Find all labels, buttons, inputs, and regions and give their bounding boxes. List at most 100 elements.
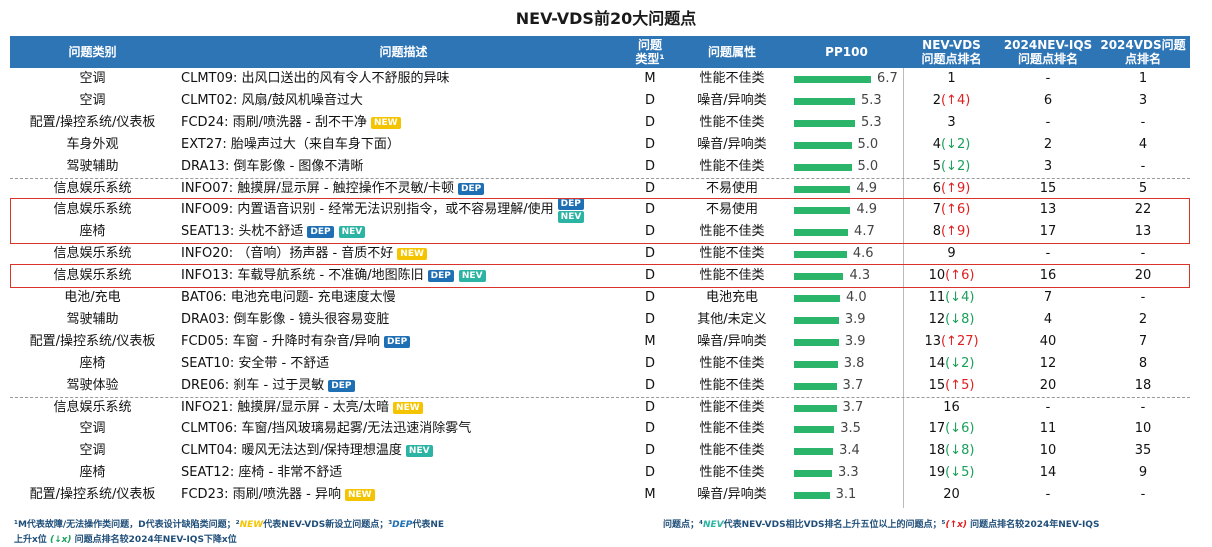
group-separator [10,396,1190,398]
iqs-rank: 40 [1039,333,1057,349]
badge: NEV [338,226,366,239]
iqs-rank: 11 [1039,421,1057,437]
problem-type: D [644,443,655,459]
iqs-rank: 13 [1039,202,1057,218]
pp100-value: 4.6 [852,246,874,262]
iqs-rank: - [1045,114,1051,130]
iqs-rank: - [1045,246,1051,262]
pp100-bar [794,448,834,456]
header-text: 2024VDS问题 [1100,38,1186,52]
attribute: 性能不佳类 [699,399,765,415]
header-cell: 问题类别 [10,36,175,68]
iqs-rank: 12 [1039,355,1057,371]
badge-group: DEP NEV [424,270,486,283]
attribute: 性能不佳类 [699,377,765,393]
attribute: 性能不佳类 [699,443,765,459]
vds-rank: 5 [1138,180,1148,196]
badge-group: DEP [380,335,411,348]
pp100-value: 4.3 [849,268,871,284]
header-text: PP100 [825,45,868,59]
attribute: 性能不佳类 [699,355,765,371]
description: INFO13: 车载导航系统 - 不准确/地图陈旧 DEP NEV [181,265,486,287]
pp100-bar [794,251,847,259]
pp100-value: 4.0 [846,290,867,305]
iqs-rank: 14 [1039,465,1057,481]
rank: 9 [903,243,1000,265]
pp100-value: 4.9 [856,202,878,218]
badge-group: NEW [341,489,375,502]
rank: 5(↓2) [903,156,1000,178]
category: 座椅 [79,355,106,371]
problem-type: D [644,180,655,196]
rank: 13(↑27) [903,331,1000,353]
header-cell: 问题 类型¹ [632,36,668,68]
category: 驾驶辅助 [66,158,119,174]
badge-group: DEP NEV [303,226,366,239]
category: 空调 [79,421,106,437]
rank-value: 20 [943,487,960,503]
rank: 2(↑4) [903,90,1000,112]
description-text: FCD24: 雨刷/喷洗器 - 刮不干净 [181,114,367,130]
iqs-rank: 17 [1039,224,1057,240]
vds-rank: 8 [1138,355,1148,371]
description: DRA13: 倒车影像 - 图像不清晰 [181,156,363,178]
category: 电池/充电 [64,290,121,305]
header-cell: NEV-VDS 问题点排名 [903,36,1000,68]
vds-rank: 7 [1138,333,1148,349]
rank: 10(↑6) [903,265,1000,287]
rank-change: (↓2) [945,355,975,371]
vds-rank: 2 [1138,311,1148,327]
description: INFO09: 内置语音识别 - 经常无法识别指令，或不容易理解/使用 DEP NE… [181,197,585,223]
problem-type: M [644,487,656,503]
rank-value: 7 [932,202,941,218]
description: DRE06: 刹车 - 过于灵敏 DEP [181,375,355,397]
badge: NEV [458,270,486,283]
problem-type: D [644,136,655,152]
pp100-value: 3.8 [843,355,865,371]
pp100-value: 3.7 [842,377,864,393]
category: 空调 [79,443,106,459]
description-text: CLMT04: 暖风无法达到/保持理想温度 [181,443,402,459]
iqs-rank: - [1045,71,1051,86]
pp100-value: 4.9 [856,180,878,196]
badge: DEP [383,335,411,348]
iqs-rank: 7 [1043,290,1053,305]
pp100-bar [794,470,832,478]
description-text: SEAT12: 座椅 - 非常不舒适 [181,465,343,481]
description-text: INFO07: 触摸屏/显示屏 - 触控操作不灵敏/卡顿 [181,180,455,196]
rank-change: (↓2) [940,136,971,152]
pp100-value: 3.9 [844,311,866,327]
vds-rank: 4 [1138,136,1148,152]
category: 空调 [79,71,106,86]
category: 信息娱乐系统 [53,180,132,196]
vds-rank: - [1140,114,1146,130]
problem-type: D [644,92,655,108]
category: 信息娱乐系统 [53,202,132,218]
badge-group: DEP [324,379,355,392]
header-text: 类型¹ [635,52,665,66]
badge: NEW [397,248,427,261]
rank-change: (↑9) [940,224,971,240]
rank-value: 10 [928,268,946,284]
attribute: 性能不佳类 [699,71,765,86]
problem-type: M [644,333,656,349]
badge: NEW [393,401,423,414]
problem-type: D [644,158,655,174]
pp100-value: 4.7 [854,224,875,240]
pp100-bar [794,185,851,193]
vds-rank: 3 [1138,92,1148,108]
rank-value: 19 [928,465,946,481]
header-text: 点排名 [1124,52,1161,66]
problem-type: D [644,355,655,371]
badge: DEP [307,226,334,239]
header-cell: 2024NEV-IQS 问题点排名 [1000,36,1096,68]
pp100-bar [794,295,840,302]
iqs-rank: 15 [1039,180,1057,196]
category: 配置/操控系统/仪表板 [29,114,156,130]
description-text: CLMT06: 车窗/挡风玻璃易起雾/无法迅速消除雾气 [181,421,472,437]
iqs-rank: 10 [1039,443,1057,459]
description-text: DRA03: 倒车影像 - 镜头很容易变脏 [181,311,390,327]
problem-type: D [644,465,655,481]
description: BAT06: 电池充电问题- 充电速度太慢 [181,287,396,309]
highlight-box [10,264,1190,288]
